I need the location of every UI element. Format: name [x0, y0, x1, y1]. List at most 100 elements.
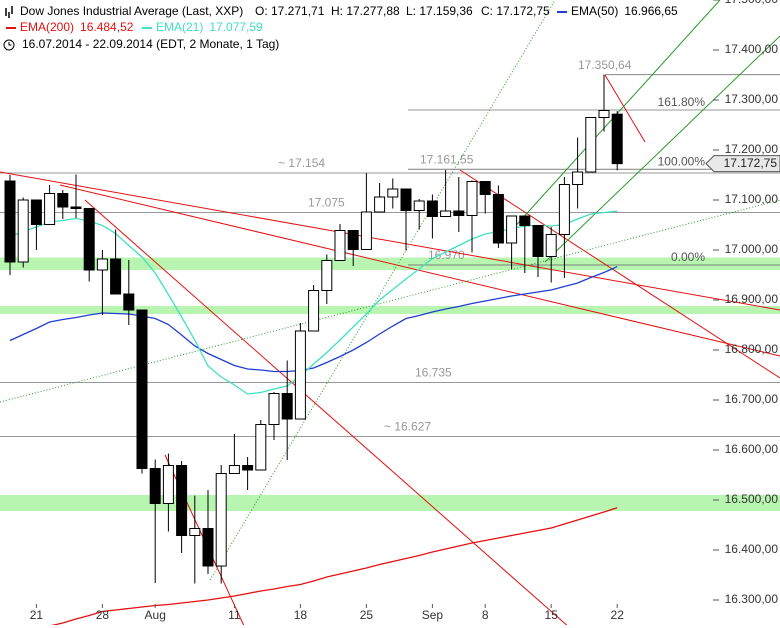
x-tick-label: 11: [228, 608, 241, 622]
candle-body: [294, 330, 306, 420]
level-label: 16.735: [415, 366, 452, 380]
y-tick-label: 16.600,00: [725, 442, 779, 456]
zones: [0, 257, 780, 511]
candle-body: [189, 528, 201, 536]
candle-body: [479, 181, 491, 195]
candle-body: [426, 200, 438, 217]
fib-label: 100.00%: [658, 154, 706, 168]
chart-icon: [5, 6, 13, 18]
candle-body: [440, 210, 452, 217]
ohlc-close: C: 17.172,75: [481, 4, 550, 18]
candle-body: [281, 393, 293, 420]
candle-body: [136, 309, 148, 469]
candle-body: [4, 180, 16, 263]
trend-line: [459, 169, 780, 379]
candle-body: [30, 199, 42, 225]
candle-body: [374, 196, 386, 213]
candle-body: [453, 210, 465, 216]
y-tick-label: 16.700,00: [725, 392, 779, 406]
levels: 17.350,64 17.161,55 ~ 17.154 17.075 16.970 16…: [0, 58, 780, 437]
candle-body: [387, 188, 399, 198]
candle-body: [413, 200, 425, 211]
y-tick-label: 17.500,00: [725, 0, 779, 6]
fib-label: 161.80%: [658, 95, 706, 109]
candle-body: [255, 424, 267, 471]
candle-body: [321, 260, 333, 291]
legend-name: EMA(21): [156, 20, 203, 34]
ema-lines: [9, 210, 618, 625]
support-zone: [0, 306, 780, 314]
chart-title: Dow Jones Industrial Average (Last, XXP): [20, 4, 243, 18]
ohlc-high: H: 17.277,88: [331, 4, 400, 18]
y-tick-label: 17.300,00: [725, 92, 779, 106]
candle-body: [17, 199, 29, 263]
candle-body: [268, 393, 280, 425]
x-tick-label: Aug: [145, 608, 166, 622]
period: 16.07.2014 - 22.09.2014 (EDT, 2 Monate, …: [22, 37, 279, 51]
candle-body: [334, 230, 346, 261]
y-tick-label: 16.800,00: [725, 342, 779, 356]
y-tick-label: 16.900,00: [725, 292, 779, 306]
level-label: ~ 17.154: [278, 156, 325, 170]
level-label: 17.075: [308, 196, 345, 210]
level-label: 16.970: [428, 248, 465, 262]
support-zone: [0, 495, 780, 511]
candle-body: [585, 117, 597, 173]
legend-name: EMA(50): [571, 4, 618, 18]
trend-line: [604, 74, 646, 143]
candle-body: [110, 258, 122, 295]
candle-body: [347, 230, 359, 250]
x-tick-label: 28: [96, 608, 110, 622]
candle-body: [611, 113, 623, 165]
clock-icon: [3, 39, 15, 51]
level-label: 17.350,64: [578, 58, 632, 72]
candle-body: [70, 206, 82, 209]
candle-body: [242, 465, 254, 471]
legend-value: 16.966,65: [624, 4, 678, 18]
candle-body: [228, 465, 240, 474]
candle-body: [83, 208, 95, 271]
x-tick-label: 18: [294, 608, 308, 622]
candle-body: [149, 468, 161, 504]
x-tick-label: 8: [482, 608, 489, 622]
trend-line: [0, 199, 780, 403]
y-tick-label: 16.400,00: [725, 542, 779, 556]
axes: 17.500,0017.400,0017.300,0017.200,0017.1…: [30, 0, 780, 622]
fib-label: 0.00%: [671, 250, 705, 264]
candle-body: [176, 465, 188, 536]
y-tick-label: 17.000,00: [725, 242, 779, 256]
y-tick-label: 16.300,00: [725, 592, 779, 606]
legend-name: EMA(200): [20, 20, 74, 34]
y-tick-label: 17.200,00: [725, 142, 779, 156]
candle-body: [123, 293, 135, 311]
ema-line: [51, 507, 618, 625]
candle-body: [162, 465, 174, 504]
candle-body: [400, 188, 412, 211]
level-label: 17.161,55: [420, 152, 474, 166]
candle-body: [519, 215, 531, 226]
legend-value: 16.484,52: [80, 20, 134, 34]
candle-body: [492, 194, 504, 244]
trend-line: [0, 171, 780, 311]
x-tick-label: 22: [611, 608, 625, 622]
clock-hands: [8, 42, 12, 46]
last-price-label: 17.172,75: [724, 156, 778, 170]
last-price-marker: [705, 155, 780, 173]
candle-body: [57, 193, 69, 208]
legend-value: 17.077,59: [209, 20, 263, 34]
x-tick-label: 21: [30, 608, 44, 622]
candle-body: [96, 258, 108, 271]
candle-body: [360, 211, 372, 250]
candle-body: [202, 528, 214, 567]
x-tick-label: 15: [545, 608, 559, 622]
candles: [4, 74, 623, 584]
header: Dow Jones Industrial Average (Last, XXP)…: [3, 4, 678, 51]
candle-body: [558, 184, 570, 235]
candle-body: [44, 193, 56, 225]
candle-body: [598, 110, 610, 118]
candle-body: [506, 215, 518, 244]
ema-line: [9, 266, 618, 373]
y-tick-label: 16.500,00: [725, 492, 779, 506]
